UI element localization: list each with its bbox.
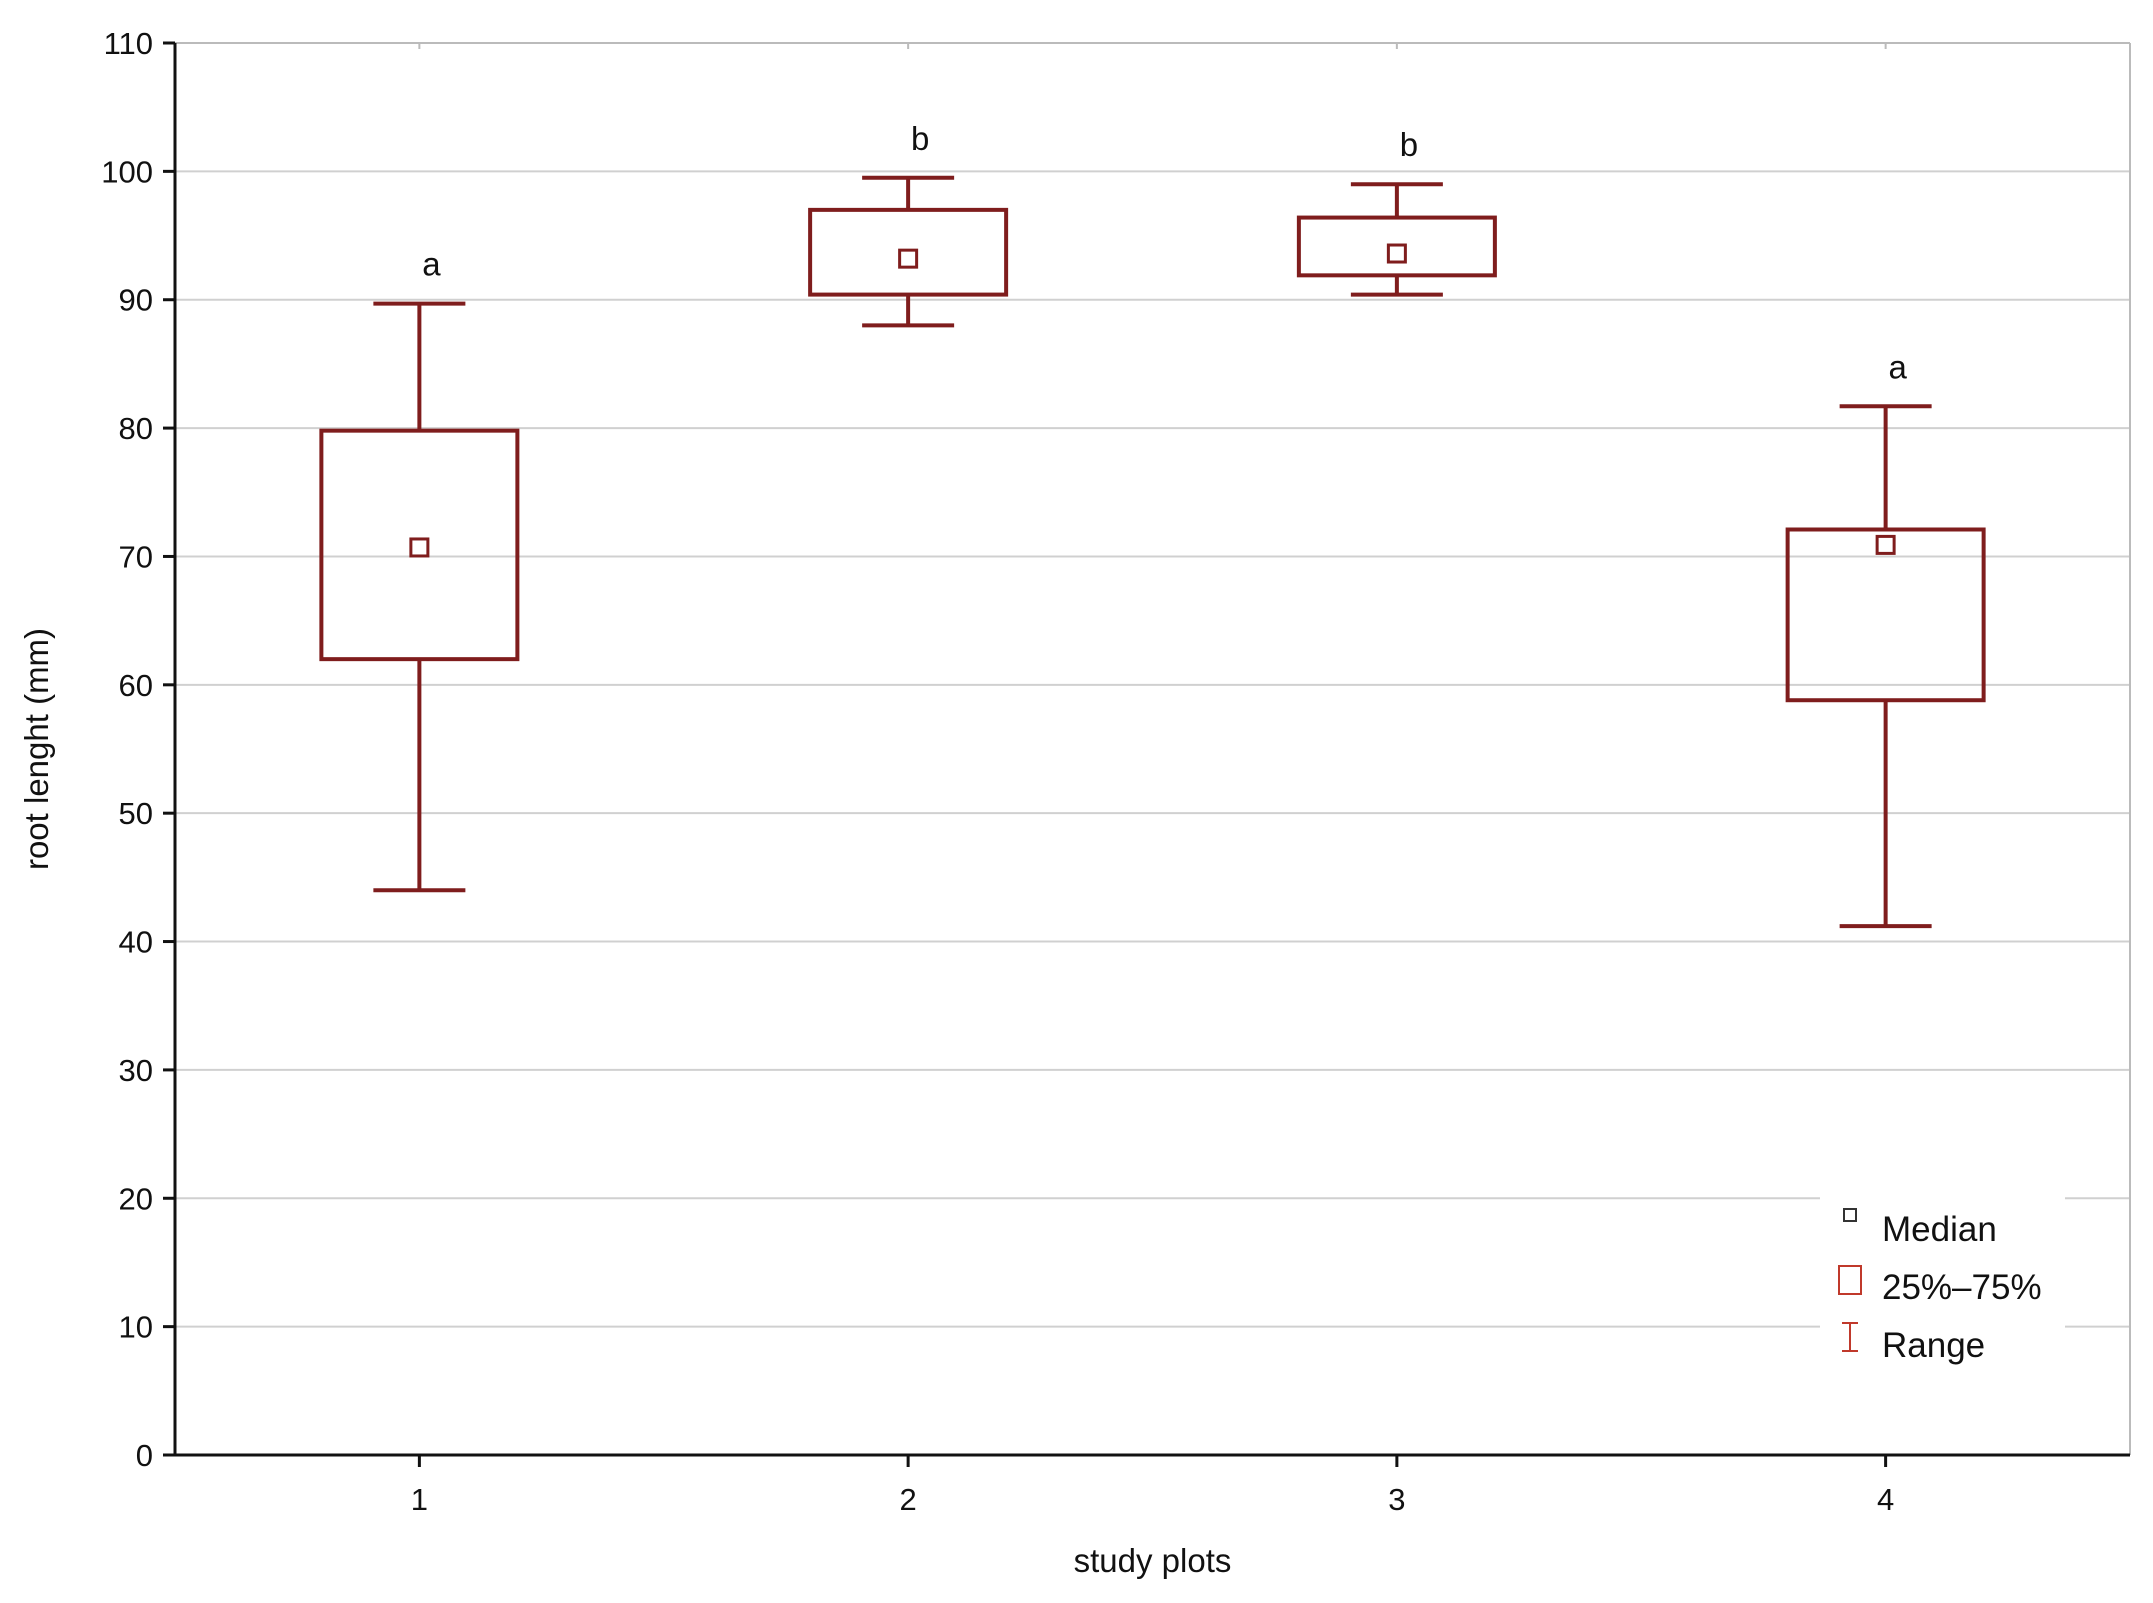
iqr-box: [1296, 215, 1497, 278]
boxes: a b b a: [319, 120, 1986, 929]
y-tick-label: 90: [119, 283, 153, 318]
legend-entry-label: 25%–75%: [1882, 1268, 2042, 1307]
box-group-4: a: [1785, 348, 1986, 929]
legend: Median 25%–75% Range: [1820, 1185, 2065, 1365]
x-axis-ticks: 1 2 3 4: [411, 43, 1894, 1517]
iqr-box: [1785, 527, 1986, 703]
y-axis-ticks: 0 10 20 30 40 50 60 70 80 90 100 110: [101, 26, 175, 1473]
significance-letter: b: [911, 120, 929, 157]
y-tick-label: 0: [136, 1438, 153, 1473]
iqr-box: [808, 207, 1009, 297]
y-tick-label: 10: [119, 1310, 153, 1345]
plot-frame: [173, 42, 2131, 1457]
x-tick-label: 3: [1388, 1482, 1405, 1517]
significance-letter: b: [1400, 126, 1418, 163]
median-marker: [409, 537, 430, 558]
legend-median-symbol: [1843, 1208, 1857, 1222]
box-group-1: a: [319, 246, 520, 893]
median-marker: [1875, 534, 1896, 555]
x-axis-title: study plots: [1074, 1542, 1232, 1579]
y-tick-label: 100: [101, 154, 153, 189]
y-tick-label: 70: [119, 539, 153, 574]
legend-box-symbol: [1838, 1265, 1862, 1295]
y-axis-title: root lenght (mm): [18, 628, 55, 870]
y-tick-label: 50: [119, 796, 153, 831]
x-tick-label: 4: [1877, 1482, 1894, 1517]
grid-lines: [175, 42, 2130, 1328]
significance-letter: a: [422, 246, 441, 283]
significance-letter: a: [1888, 348, 1907, 385]
y-tick-label: 40: [119, 925, 153, 960]
box-group-2: b: [808, 120, 1009, 328]
box-group-3: b: [1296, 126, 1497, 297]
y-tick-label: 20: [119, 1181, 153, 1216]
x-tick-label: 2: [900, 1482, 917, 1517]
y-tick-label: 80: [119, 411, 153, 446]
legend-entry-label: Median: [1882, 1210, 1997, 1249]
median-marker: [898, 248, 919, 269]
iqr-box: [319, 428, 520, 662]
y-tick-label: 60: [119, 668, 153, 703]
y-tick-label: 30: [119, 1053, 153, 1088]
y-tick-label: 110: [104, 26, 153, 61]
legend-entry-label: Range: [1882, 1326, 1985, 1365]
median-marker: [1386, 243, 1407, 264]
x-tick-label: 1: [411, 1482, 428, 1517]
